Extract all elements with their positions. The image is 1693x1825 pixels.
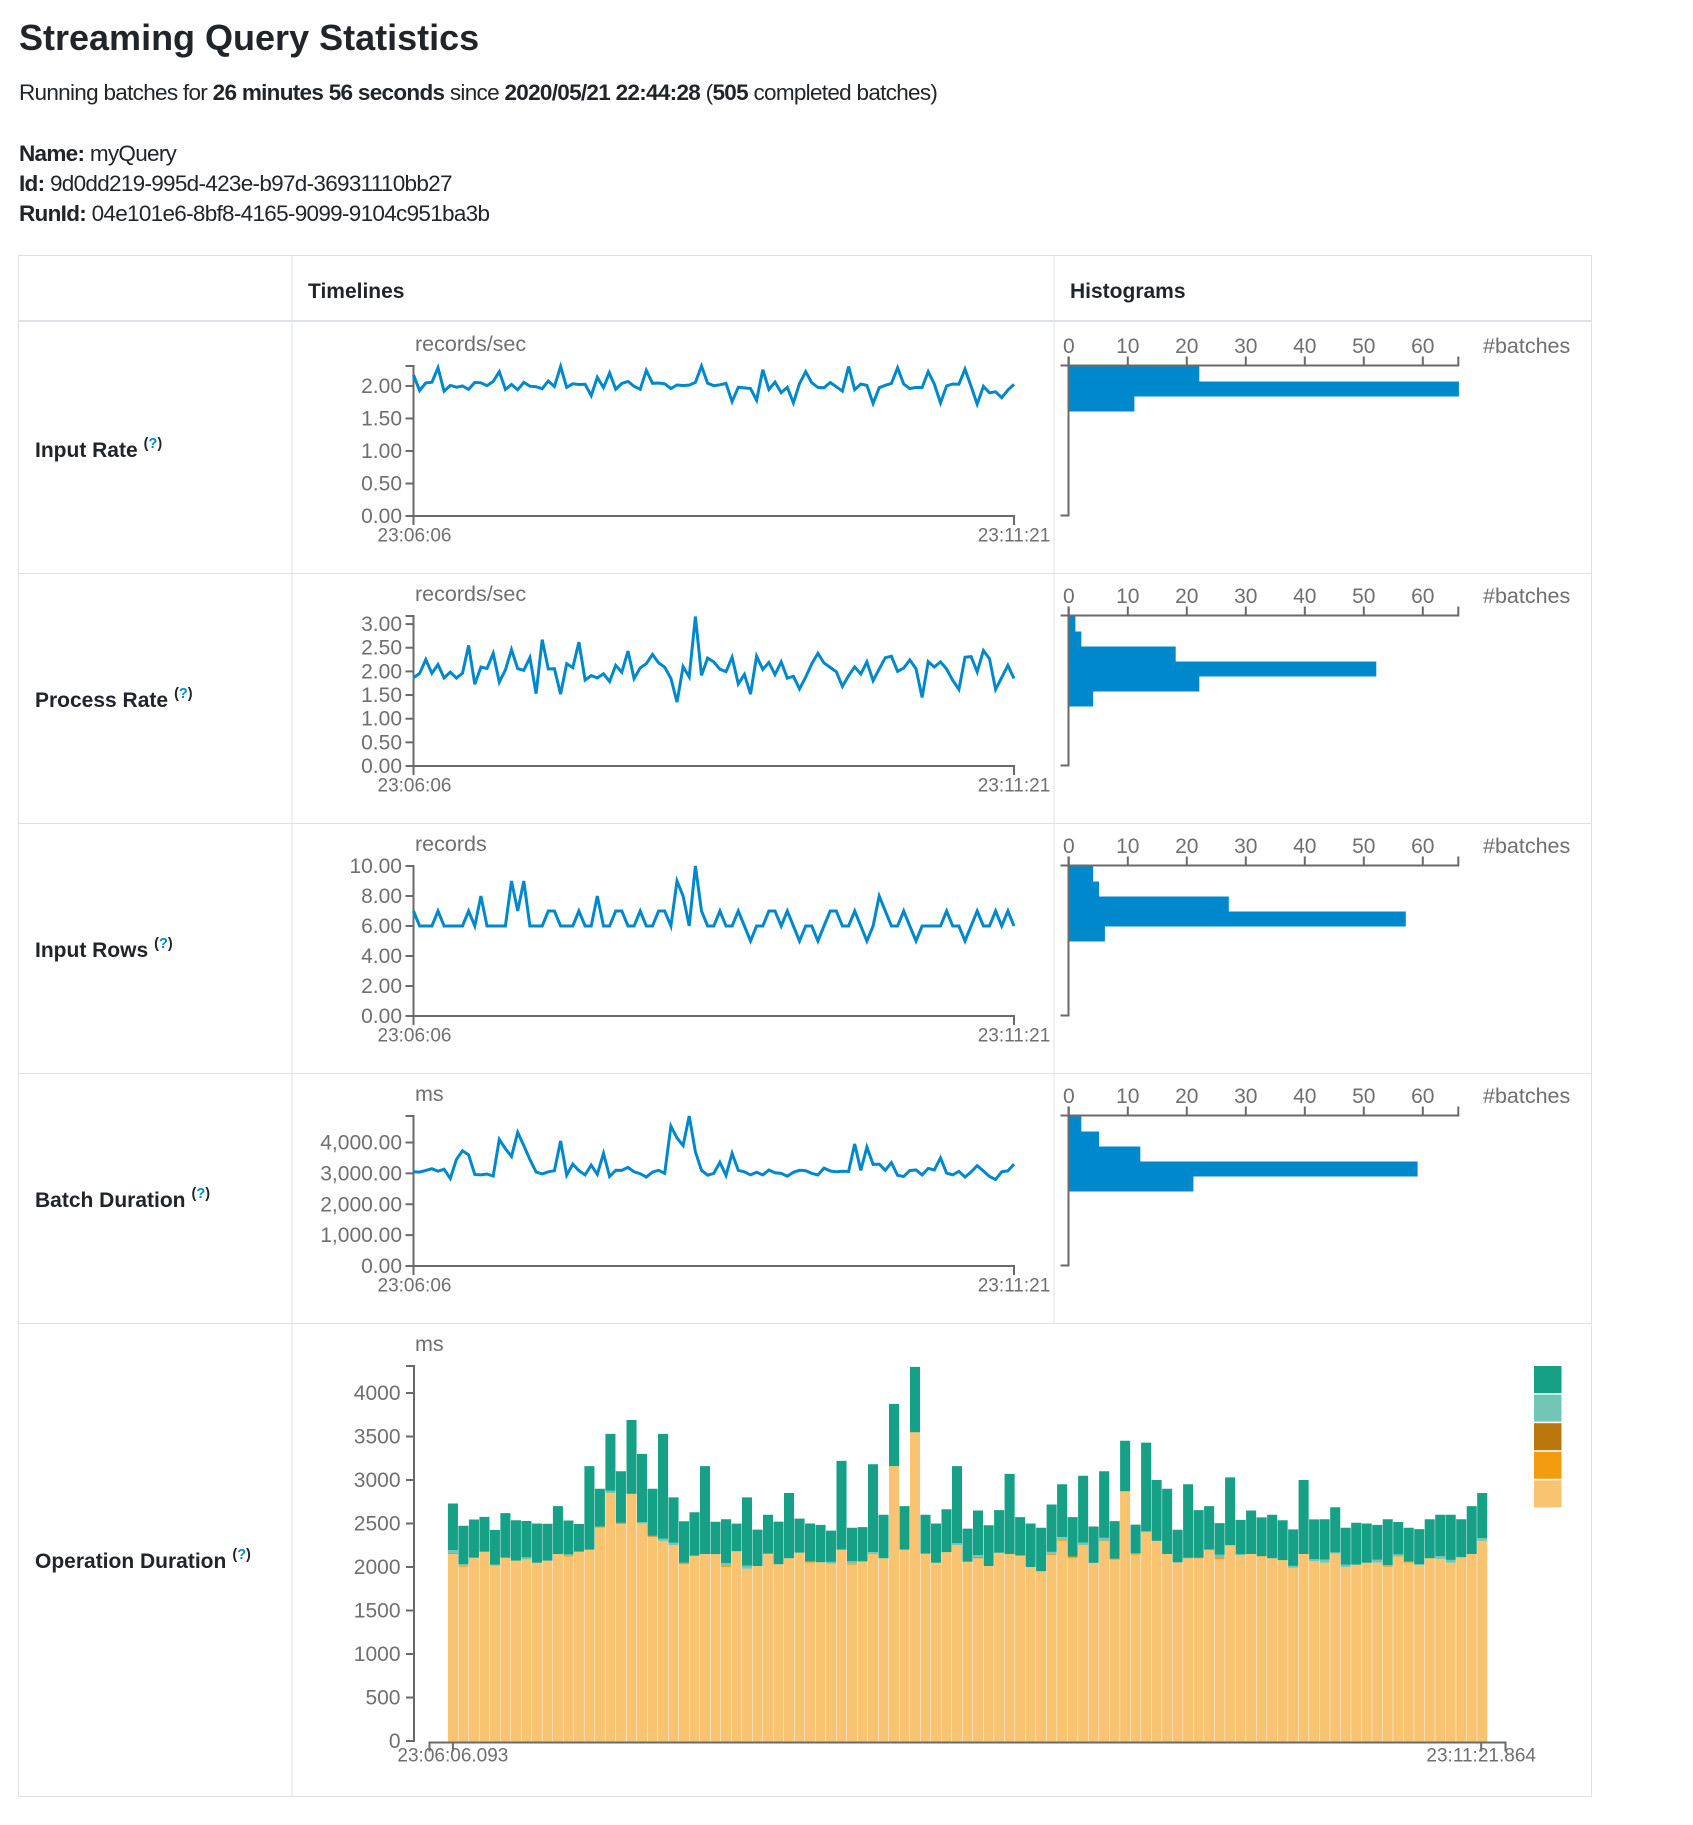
svg-text:20: 20	[1175, 835, 1198, 858]
svg-text:30: 30	[1234, 335, 1257, 358]
svg-text:8.00: 8.00	[361, 885, 402, 908]
svg-text:23:06:06.093: 23:06:06.093	[397, 1746, 508, 1767]
svg-text:23:11:21.864: 23:11:21.864	[1426, 1746, 1536, 1767]
svg-text:2000: 2000	[354, 1556, 401, 1579]
svg-text:Input Rows(?): Input Rows (?)	[35, 936, 173, 962]
svg-text:20: 20	[1175, 1085, 1198, 1108]
svg-text:Timelines: Timelines	[308, 280, 405, 303]
svg-text:60: 60	[1411, 585, 1434, 608]
svg-text:0.00: 0.00	[361, 1005, 402, 1028]
svg-text:23:11:21: 23:11:21	[978, 526, 1051, 547]
svg-text:30: 30	[1234, 585, 1257, 608]
svg-text:1.50: 1.50	[361, 684, 402, 707]
svg-text:6.00: 6.00	[361, 915, 402, 938]
svg-text:10: 10	[1116, 835, 1139, 858]
svg-text:Running batches for 26 minutes: Running batches for 26 minutes 56 second…	[19, 80, 937, 105]
svg-text:50: 50	[1352, 335, 1375, 358]
svg-text:10: 10	[1116, 1085, 1139, 1108]
svg-text:10: 10	[1116, 585, 1139, 608]
svg-text:ms: ms	[415, 1332, 444, 1356]
svg-text:60: 60	[1411, 335, 1434, 358]
svg-text:23:06:06: 23:06:06	[378, 526, 452, 547]
svg-text:Streaming Query Statistics: Streaming Query Statistics	[19, 17, 479, 58]
svg-text:0: 0	[1063, 835, 1075, 858]
svg-text:2500: 2500	[354, 1513, 401, 1536]
svg-text:Input Rate(?): Input Rate (?)	[35, 436, 162, 462]
svg-text:50: 50	[1352, 585, 1375, 608]
svg-text:3500: 3500	[354, 1426, 401, 1449]
svg-text:3000: 3000	[354, 1469, 401, 1492]
svg-text:Name: myQuery: Name: myQuery	[19, 141, 178, 166]
svg-text:records/sec: records/sec	[415, 332, 526, 356]
svg-text:1.00: 1.00	[361, 440, 402, 463]
svg-text:40: 40	[1293, 335, 1316, 358]
svg-text:#batches: #batches	[1483, 834, 1570, 858]
svg-text:23:11:21: 23:11:21	[978, 776, 1051, 797]
svg-text:23:11:21: 23:11:21	[978, 1276, 1051, 1297]
svg-text:0: 0	[1063, 1085, 1075, 1108]
svg-text:Histograms: Histograms	[1070, 280, 1186, 303]
svg-text:10: 10	[1116, 335, 1139, 358]
svg-text:0.50: 0.50	[361, 472, 402, 495]
svg-text:20: 20	[1175, 585, 1198, 608]
svg-text:30: 30	[1234, 1085, 1257, 1108]
svg-text:0.00: 0.00	[361, 755, 402, 778]
svg-text:23:06:06: 23:06:06	[378, 1026, 452, 1047]
svg-text:0.50: 0.50	[361, 731, 402, 754]
svg-text:40: 40	[1293, 835, 1316, 858]
svg-text:50: 50	[1352, 835, 1375, 858]
svg-text:#batches: #batches	[1483, 334, 1570, 358]
svg-text:4000: 4000	[354, 1382, 401, 1405]
svg-text:ms: ms	[415, 1082, 444, 1106]
svg-text:Process Rate(?): Process Rate (?)	[35, 686, 193, 712]
svg-text:Id: 9d0dd219-995d-423e-b97d-36: Id: 9d0dd219-995d-423e-b97d-36931110bb27	[19, 171, 452, 196]
svg-text:40: 40	[1293, 585, 1316, 608]
svg-text:1,000.00: 1,000.00	[320, 1224, 402, 1247]
svg-text:50: 50	[1352, 1085, 1375, 1108]
svg-text:2.00: 2.00	[361, 975, 402, 998]
svg-text:Batch Duration(?): Batch Duration (?)	[35, 1186, 210, 1212]
svg-text:3.00: 3.00	[361, 613, 402, 636]
svg-text:records: records	[415, 832, 487, 856]
svg-text:4.00: 4.00	[361, 945, 402, 968]
svg-text:Operation Duration(?): Operation Duration (?)	[35, 1547, 251, 1573]
svg-text:0.00: 0.00	[361, 505, 402, 528]
svg-text:1.00: 1.00	[361, 708, 402, 731]
svg-text:2,000.00: 2,000.00	[320, 1193, 402, 1216]
svg-text:2.00: 2.00	[361, 660, 402, 683]
svg-text:23:11:21: 23:11:21	[978, 1026, 1051, 1047]
svg-text:#batches: #batches	[1483, 584, 1570, 608]
svg-text:40: 40	[1293, 1085, 1316, 1108]
svg-text:10.00: 10.00	[349, 855, 402, 878]
svg-text:3,000.00: 3,000.00	[320, 1162, 402, 1185]
svg-text:500: 500	[365, 1687, 400, 1710]
svg-text:1000: 1000	[354, 1643, 401, 1666]
svg-text:records/sec: records/sec	[415, 582, 526, 606]
svg-text:4,000.00: 4,000.00	[320, 1131, 402, 1154]
svg-text:0: 0	[1063, 585, 1075, 608]
svg-text:1500: 1500	[354, 1600, 401, 1623]
svg-text:30: 30	[1234, 835, 1257, 858]
svg-text:0: 0	[1063, 335, 1075, 358]
svg-text:23:06:06: 23:06:06	[378, 776, 452, 797]
svg-text:1.50: 1.50	[361, 407, 402, 430]
svg-text:#batches: #batches	[1483, 1084, 1570, 1108]
svg-text:2.00: 2.00	[361, 375, 402, 398]
svg-text:RunId: 04e101e6-8bf8-4165-9099: RunId: 04e101e6-8bf8-4165-9099-9104c951b…	[19, 201, 489, 226]
svg-text:60: 60	[1411, 835, 1434, 858]
svg-text:2.50: 2.50	[361, 637, 402, 660]
svg-text:0.00: 0.00	[361, 1255, 402, 1278]
svg-text:0: 0	[389, 1730, 401, 1753]
svg-text:23:06:06: 23:06:06	[378, 1276, 452, 1297]
svg-text:60: 60	[1411, 1085, 1434, 1108]
svg-text:20: 20	[1175, 335, 1198, 358]
